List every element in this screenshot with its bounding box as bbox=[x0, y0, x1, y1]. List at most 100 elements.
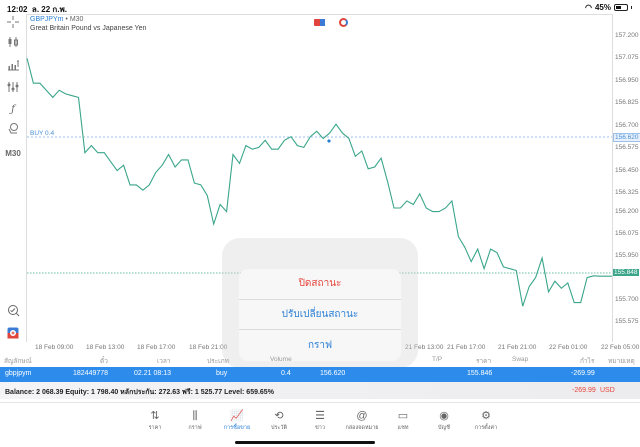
wifi-icon: ◠ bbox=[585, 3, 592, 12]
profit-currency: USD bbox=[600, 387, 615, 394]
tab-label: กล่องจดหมาย bbox=[345, 425, 379, 431]
drawing-tools-icon[interactable] bbox=[3, 122, 23, 138]
y-axis-label: 156.700 bbox=[615, 122, 639, 129]
cell-type: buy bbox=[216, 370, 228, 377]
column-header[interactable]: Volume bbox=[270, 356, 292, 363]
function-icon[interactable]: ƒ bbox=[11, 104, 15, 115]
tab-label: ราคา bbox=[148, 425, 162, 431]
column-header[interactable]: หมายเหตุ bbox=[608, 358, 635, 365]
y-axis-label: 157.075 bbox=[615, 54, 639, 61]
tab-chat[interactable]: ▭ แชท bbox=[383, 409, 423, 432]
y-axis-label: 155.575 bbox=[615, 318, 639, 325]
settings-icon: ⚙ bbox=[481, 410, 491, 422]
tab-label: ข่าว bbox=[315, 425, 325, 431]
x-axis-label: 18 Feb 09:00 bbox=[35, 344, 74, 351]
buy-price-tag: 156.620 bbox=[613, 133, 640, 142]
y-axis-label: 156.825 bbox=[615, 99, 639, 106]
buy-line-label: BUY 0.4 bbox=[30, 130, 55, 137]
status-time: 12:02 ล. 22 ก.พ. bbox=[7, 5, 67, 14]
column-header[interactable]: สัญลักษณ์ bbox=[4, 358, 32, 365]
price-chart[interactable] bbox=[26, 14, 612, 342]
chart-button[interactable]: กราฟ bbox=[307, 339, 333, 351]
column-header[interactable]: ราคา bbox=[476, 358, 492, 365]
y-axis-label: 156.950 bbox=[615, 77, 639, 84]
candlestick-icon[interactable] bbox=[3, 36, 23, 52]
column-header[interactable]: เวลา bbox=[157, 358, 171, 365]
history-icon: ⟲ bbox=[274, 410, 284, 422]
cell-profit: -269.99 bbox=[571, 370, 595, 377]
indicators-icon[interactable] bbox=[3, 59, 23, 75]
crosshair-icon[interactable] bbox=[3, 16, 23, 32]
tab-label: ประวัติ bbox=[270, 425, 288, 431]
column-header[interactable]: Swap bbox=[512, 356, 529, 363]
close-position-button[interactable]: ปิดสถานะ bbox=[239, 269, 401, 300]
total-profit: -269.99 bbox=[572, 387, 596, 394]
news-icon: ☰ bbox=[315, 410, 325, 422]
position-context-menu: ปิดสถานะ ปรับเปลี่ยนสถานะ กราฟ bbox=[239, 269, 401, 361]
accounts-icon: ◉ bbox=[439, 410, 449, 422]
battery-percent: 45% bbox=[594, 3, 611, 12]
tab-news[interactable]: ☰ ข่าว bbox=[300, 409, 340, 432]
chart-symbol[interactable]: GBPJPYm bbox=[30, 16, 64, 23]
battery-tip bbox=[631, 6, 632, 9]
x-axis-label: 18 Feb 13:00 bbox=[86, 344, 125, 351]
one-click-trading-icon[interactable] bbox=[3, 327, 23, 343]
battery-icon bbox=[614, 4, 628, 11]
tab-quotes[interactable]: ⇅ ราคา bbox=[135, 409, 175, 432]
trade-panel-icon[interactable] bbox=[314, 19, 325, 26]
chat-icon: ▭ bbox=[397, 410, 409, 422]
column-header[interactable]: T/P bbox=[432, 356, 443, 363]
column-header[interactable]: กำไร bbox=[580, 358, 595, 365]
chart-header-icons bbox=[314, 18, 348, 27]
entry-marker-icon bbox=[327, 139, 331, 143]
tab-label: บัญชี bbox=[438, 425, 450, 431]
status-bar: 12:02 ล. 22 ก.พ. ◠ 45% bbox=[0, 0, 640, 14]
tab-mailbox[interactable]: @ กล่องจดหมาย bbox=[342, 409, 382, 432]
tab-charts[interactable]: ⫼ กราฟ bbox=[175, 409, 215, 432]
tab-trade[interactable]: 📈 การซื้อขาย bbox=[217, 409, 257, 432]
account-summary-bar: Balance: 2 068.39 Equity: 1 798.40 หลักป… bbox=[0, 382, 640, 399]
tab-label: กราฟ bbox=[188, 425, 202, 431]
zoom-chart-icon[interactable] bbox=[3, 304, 23, 320]
quotes-icon: ⇅ bbox=[150, 410, 160, 422]
home-indicator bbox=[235, 441, 375, 444]
y-axis-label: 155.950 bbox=[615, 252, 639, 259]
price-axis[interactable] bbox=[612, 14, 640, 342]
x-axis-label: 22 Feb 01:00 bbox=[549, 344, 588, 351]
price-polyline bbox=[26, 58, 612, 307]
chart-timeframe: M30 bbox=[69, 16, 84, 23]
tab-settings[interactable]: ⚙ การตั้งค่า bbox=[466, 409, 506, 432]
bottom-tab-bar: ⇅ ราคา ⫼ กราฟ 📈 การซื้อขาย ⟲ ประวัติ ☰ ข่าว @ กล่อง… bbox=[0, 402, 640, 447]
y-axis-label: 156.200 bbox=[615, 208, 639, 215]
y-axis-label: 156.075 bbox=[615, 230, 639, 237]
tab-label: แชท bbox=[397, 425, 409, 431]
x-axis-label: 21 Feb 13:00 bbox=[405, 344, 444, 351]
y-axis-label: 157.200 bbox=[615, 32, 639, 39]
tab-label: การตั้งค่า bbox=[474, 425, 498, 431]
status-right: ◠ 45% bbox=[585, 3, 632, 12]
cell-symbol: gbpjpym bbox=[5, 370, 32, 377]
cell-ticket: 182449778 bbox=[73, 370, 109, 377]
timeframe-selector[interactable]: M30 bbox=[5, 149, 21, 158]
tab-label: การซื้อขาย bbox=[223, 425, 251, 431]
x-axis-label: 18 Feb 17:00 bbox=[137, 344, 176, 351]
cell-volume: 0.4 bbox=[281, 370, 291, 377]
x-axis-label: 22 Feb 05:00 bbox=[601, 344, 640, 351]
tab-history[interactable]: ⟲ ประวัติ bbox=[259, 409, 299, 432]
positions-table-header: สัญลักษณ์ ตั๋ว เวลา ประเภท Volume T/P ราคา Swap… bbox=[0, 353, 640, 367]
modify-position-button[interactable]: ปรับเปลี่ยนสถานะ bbox=[239, 300, 401, 331]
objects-icon[interactable] bbox=[3, 81, 23, 97]
column-header[interactable]: ตั๋ว bbox=[100, 358, 108, 365]
cell-current-price: 155.846 bbox=[467, 370, 493, 377]
x-axis-label: 21 Feb 17:00 bbox=[447, 344, 486, 351]
tab-accounts[interactable]: ◉ บัญชี bbox=[424, 409, 464, 432]
mailbox-icon: @ bbox=[356, 410, 368, 422]
market-status-icon[interactable] bbox=[339, 18, 348, 27]
chart-symbol-title: GBPJPYm • M30 bbox=[30, 16, 84, 23]
column-header[interactable]: ประเภท bbox=[207, 358, 229, 365]
cell-time: 02.21 08:13 bbox=[134, 370, 171, 377]
table-row[interactable]: gbpjpym 182449778 02.21 08:13 buy 0.4 15… bbox=[0, 367, 640, 382]
left-toolbar: ƒ M30 bbox=[0, 14, 26, 344]
bid-price-tag: 155.848 bbox=[613, 269, 639, 276]
